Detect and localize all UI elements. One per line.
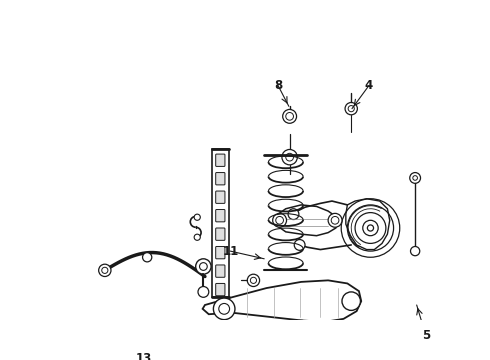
Circle shape bbox=[219, 303, 229, 314]
Text: 13: 13 bbox=[135, 352, 151, 360]
Circle shape bbox=[294, 239, 305, 250]
FancyBboxPatch shape bbox=[216, 228, 225, 240]
Circle shape bbox=[276, 216, 284, 224]
Text: 11: 11 bbox=[222, 244, 239, 258]
Circle shape bbox=[98, 264, 111, 276]
Circle shape bbox=[342, 292, 361, 310]
Circle shape bbox=[286, 153, 294, 161]
Circle shape bbox=[250, 277, 257, 283]
Circle shape bbox=[143, 253, 152, 262]
Circle shape bbox=[273, 213, 287, 227]
Circle shape bbox=[368, 225, 373, 231]
Circle shape bbox=[286, 112, 294, 120]
Circle shape bbox=[194, 234, 200, 240]
FancyBboxPatch shape bbox=[216, 283, 225, 296]
Circle shape bbox=[348, 105, 354, 112]
Text: 4: 4 bbox=[365, 79, 373, 92]
Circle shape bbox=[345, 103, 357, 115]
Polygon shape bbox=[346, 199, 390, 249]
Text: 5: 5 bbox=[422, 329, 430, 342]
Circle shape bbox=[413, 176, 417, 180]
FancyBboxPatch shape bbox=[216, 247, 225, 259]
Circle shape bbox=[198, 287, 209, 297]
Circle shape bbox=[410, 172, 420, 183]
Circle shape bbox=[331, 216, 339, 224]
Text: 8: 8 bbox=[274, 79, 282, 92]
Circle shape bbox=[282, 149, 297, 165]
FancyBboxPatch shape bbox=[216, 265, 225, 277]
Circle shape bbox=[196, 259, 211, 274]
Circle shape bbox=[294, 320, 309, 336]
FancyBboxPatch shape bbox=[216, 210, 225, 222]
Circle shape bbox=[247, 274, 260, 287]
Polygon shape bbox=[203, 280, 361, 322]
FancyBboxPatch shape bbox=[216, 172, 225, 185]
Circle shape bbox=[199, 263, 207, 270]
Circle shape bbox=[283, 109, 296, 123]
Circle shape bbox=[102, 267, 108, 274]
Circle shape bbox=[213, 298, 235, 320]
Circle shape bbox=[411, 247, 420, 256]
Circle shape bbox=[328, 213, 342, 227]
Bar bbox=[212, 149, 229, 297]
Polygon shape bbox=[276, 205, 338, 236]
Circle shape bbox=[288, 209, 299, 220]
Circle shape bbox=[194, 214, 200, 220]
FancyBboxPatch shape bbox=[216, 191, 225, 203]
FancyBboxPatch shape bbox=[216, 154, 225, 166]
